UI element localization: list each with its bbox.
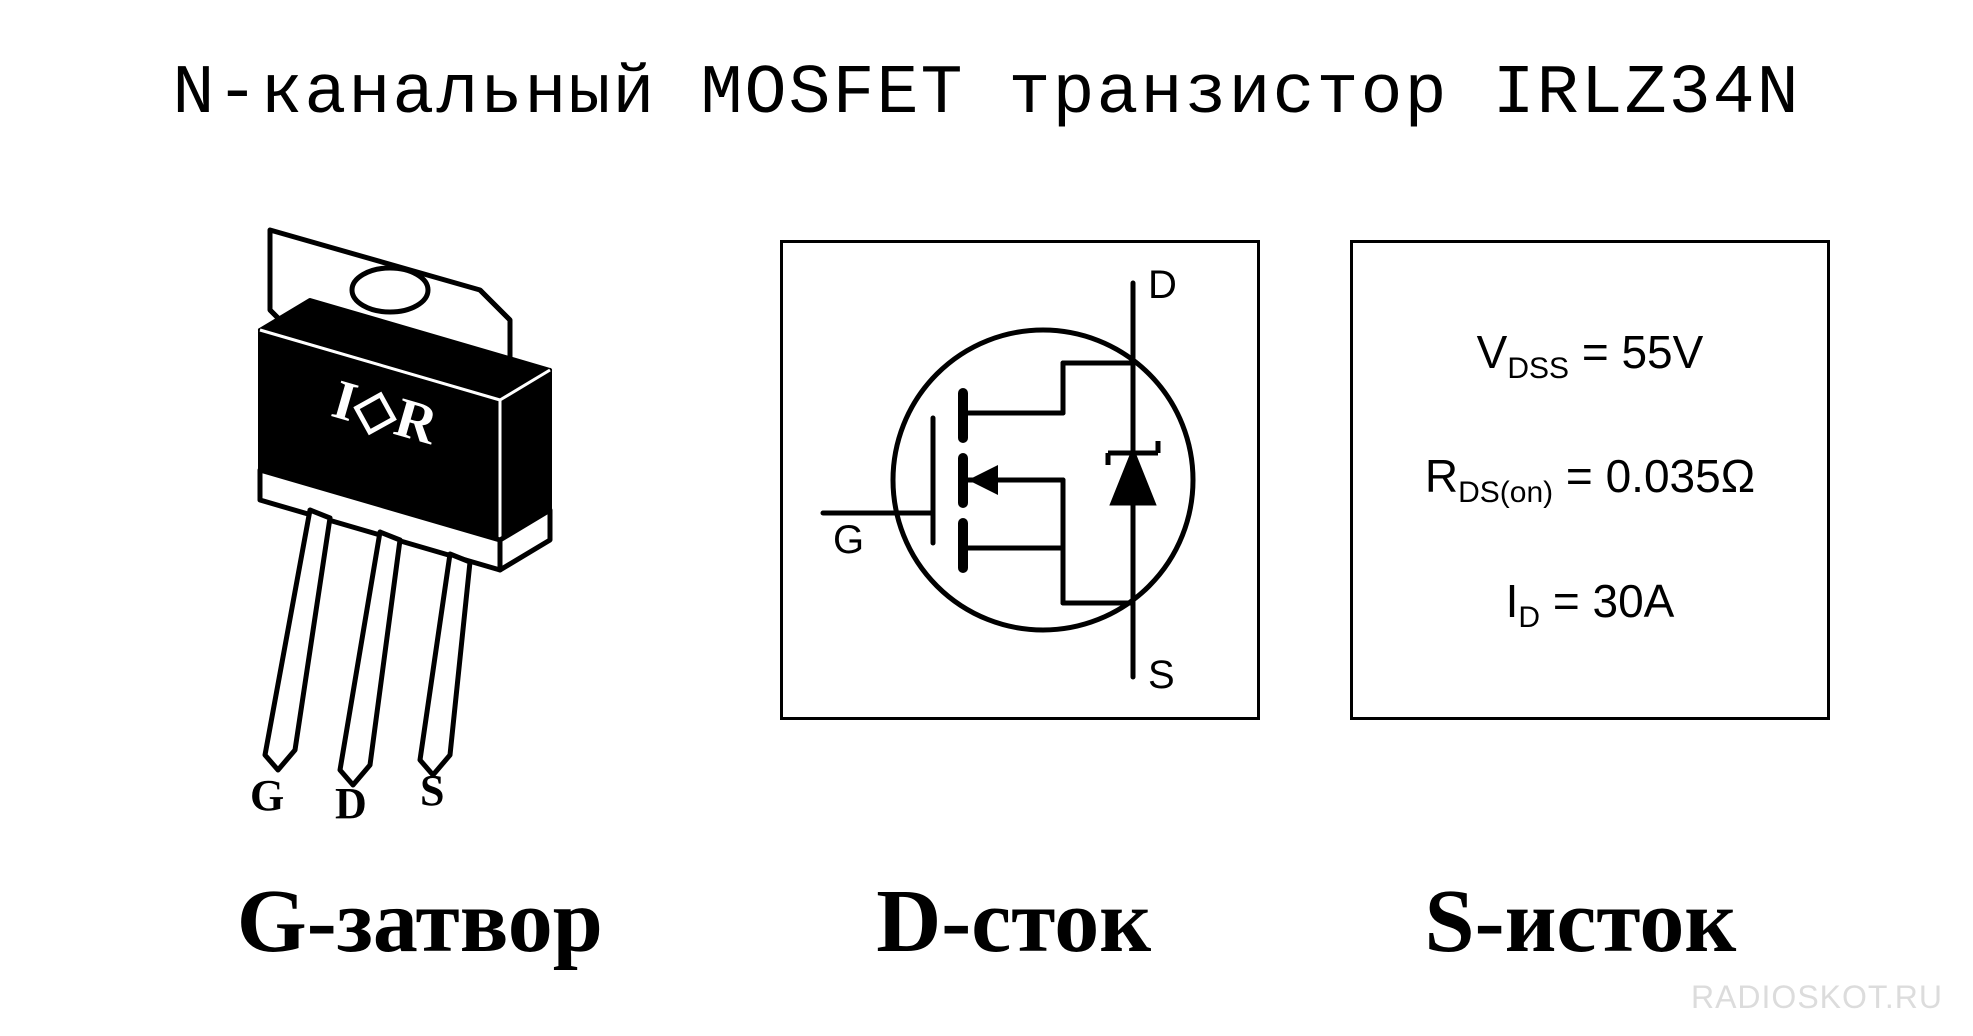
schematic-s-label: S: [1148, 653, 1175, 697]
pin-descriptions-row: G-затвор D-сток S-исток: [0, 870, 1973, 973]
diagram-title: N-канальный MOSFET транзистор IRLZ34N: [0, 55, 1973, 134]
package-pin-d-label: D: [335, 778, 367, 829]
package-drawing: I◇R G D S: [120, 210, 640, 830]
pin-desc-d: D-сток: [876, 870, 1151, 973]
spec-id: ID = 30A: [1393, 574, 1787, 635]
pin-desc-s: S-исток: [1425, 870, 1737, 973]
watermark-text: RADIOSKOT.RU: [1691, 979, 1943, 1016]
specs-box: VDSS = 55V RDS(on) = 0.035Ω ID = 30A: [1350, 240, 1830, 720]
spec-rds: RDS(on) = 0.035Ω: [1393, 449, 1787, 510]
package-pin-s-label: S: [420, 765, 444, 816]
schematic-d-label: D: [1148, 263, 1177, 307]
schematic-g-label: G: [833, 518, 864, 562]
pin-desc-g: G-затвор: [237, 870, 603, 973]
spec-vdss: VDSS = 55V: [1393, 325, 1787, 386]
schematic-symbol-box: D G S: [780, 240, 1260, 720]
package-pin-g-label: G: [250, 770, 284, 821]
